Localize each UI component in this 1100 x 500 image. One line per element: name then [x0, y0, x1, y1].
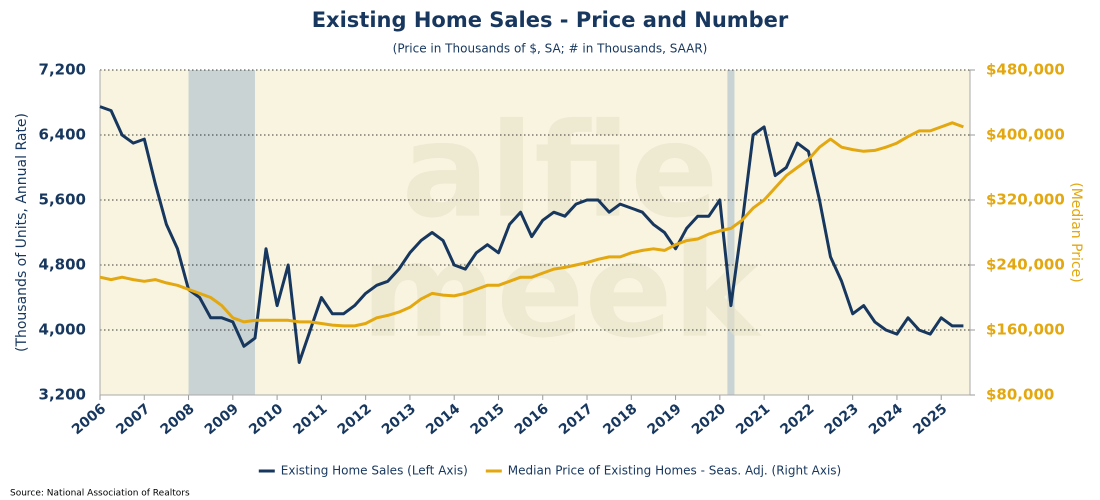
x-tick-label: 2016	[512, 401, 552, 438]
y2-tick-label: $160,000	[986, 321, 1065, 339]
series-line	[99, 121, 964, 328]
series-line	[99, 105, 964, 364]
x-tick-label: 2015	[467, 401, 507, 438]
y-axis-title: (Thousands of Units, Annual Rate)	[14, 113, 30, 352]
chart-subtitle: (Price in Thousands of $, SA; # in Thous…	[393, 42, 708, 56]
legend: Existing Home Sales (Left Axis) Median Pr…	[258, 464, 841, 478]
x-tick-label: 2006	[69, 401, 109, 438]
x-tick-label: 2023	[822, 401, 862, 438]
chart-title: Existing Home Sales - Price and Number	[312, 8, 789, 32]
x-tick-label: 2024	[866, 401, 906, 438]
y2-tick-label: $400,000	[986, 126, 1065, 144]
y-tick-label: 5,600	[39, 191, 86, 209]
y2-tick-label: $320,000	[986, 191, 1065, 209]
watermark: alfie	[402, 95, 719, 247]
x-tick-label: 2013	[379, 401, 419, 438]
y-tick-label: 7,200	[39, 61, 86, 79]
x-tick-label: 2019	[645, 401, 685, 438]
x-tick-label: 2012	[335, 401, 375, 438]
x-tick-label: 2011	[290, 401, 330, 438]
x-tick-label: 2009	[202, 401, 242, 438]
source-note: Source: National Association of Realtors	[10, 489, 190, 499]
x-tick-label: 2014	[423, 401, 463, 438]
legend-label: Median Price of Existing Homes - Seas. A…	[508, 464, 841, 478]
y-tick-label: 4,000	[39, 321, 86, 339]
legend-label: Existing Home Sales (Left Axis)	[281, 464, 468, 478]
x-tick-label: 2018	[600, 401, 640, 438]
y-tick-label: 3,200	[39, 386, 86, 404]
y-tick-label: 6,400	[39, 126, 86, 144]
x-tick-label: 2017	[556, 401, 596, 438]
x-tick-label: 2008	[158, 401, 198, 438]
y2-tick-label: $480,000	[986, 61, 1065, 79]
x-tick-label: 2007	[113, 401, 153, 438]
y2-axis-title: (Median Price)	[1068, 182, 1084, 282]
x-tick-label: 2021	[733, 401, 773, 438]
x-tick-label: 2010	[246, 401, 286, 438]
x-tick-label: 2022	[777, 401, 817, 438]
y-tick-label: 4,800	[39, 256, 86, 274]
recession-band	[188, 70, 255, 395]
y2-tick-label: $80,000	[986, 386, 1054, 404]
y2-tick-label: $240,000	[986, 256, 1065, 274]
x-tick-label: 2025	[910, 401, 950, 438]
x-tick-label: 2020	[689, 401, 729, 438]
recession-band	[727, 70, 735, 395]
